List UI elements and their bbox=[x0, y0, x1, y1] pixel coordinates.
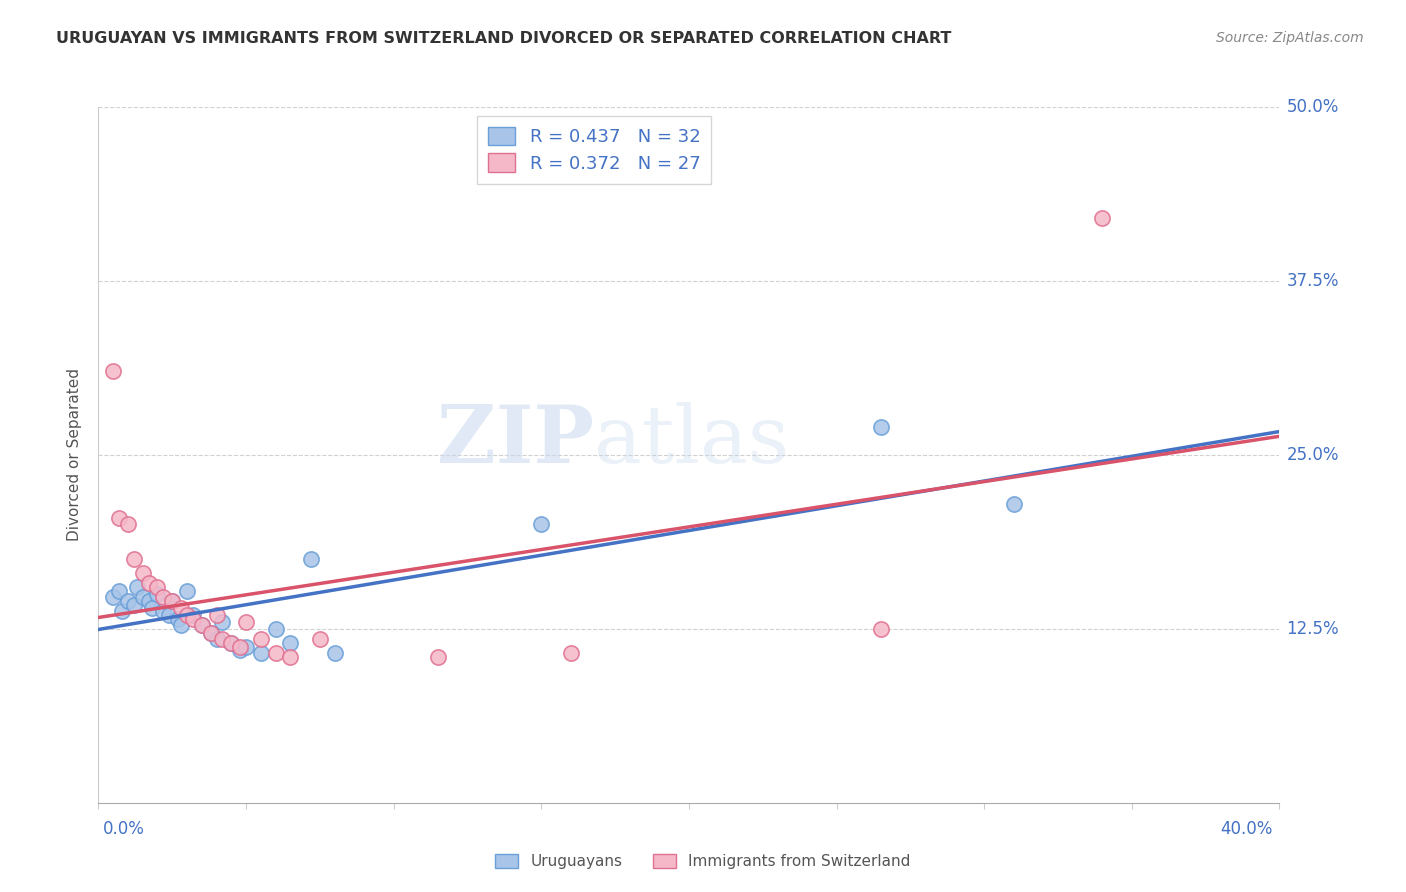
Point bbox=[146, 580, 169, 594]
Point bbox=[235, 640, 257, 654]
Point bbox=[103, 364, 125, 378]
Point bbox=[117, 517, 139, 532]
Legend: Uruguayans, Immigrants from Switzerland: Uruguayans, Immigrants from Switzerland bbox=[489, 848, 917, 875]
Text: 0.0%: 0.0% bbox=[103, 820, 145, 838]
Point bbox=[309, 632, 332, 646]
Point bbox=[181, 607, 204, 622]
Point bbox=[111, 604, 134, 618]
Point bbox=[170, 601, 193, 615]
Point bbox=[176, 607, 198, 622]
Point bbox=[869, 420, 891, 434]
Point bbox=[264, 622, 287, 636]
Point bbox=[219, 636, 242, 650]
Point bbox=[250, 632, 273, 646]
Point bbox=[869, 622, 891, 636]
Text: 50.0%: 50.0% bbox=[1286, 98, 1339, 116]
Text: Source: ZipAtlas.com: Source: ZipAtlas.com bbox=[1216, 31, 1364, 45]
Point bbox=[205, 632, 228, 646]
Point bbox=[138, 594, 160, 608]
Point bbox=[125, 580, 148, 594]
Point bbox=[1002, 497, 1025, 511]
Point bbox=[167, 612, 190, 626]
Point bbox=[211, 615, 233, 629]
Point bbox=[162, 594, 183, 608]
Point bbox=[117, 594, 139, 608]
Point bbox=[191, 617, 214, 632]
Point bbox=[205, 607, 228, 622]
Point bbox=[152, 590, 174, 604]
Point bbox=[122, 598, 145, 612]
Point bbox=[157, 607, 180, 622]
Point bbox=[181, 612, 204, 626]
Text: URUGUAYAN VS IMMIGRANTS FROM SWITZERLAND DIVORCED OR SEPARATED CORRELATION CHART: URUGUAYAN VS IMMIGRANTS FROM SWITZERLAND… bbox=[56, 31, 952, 46]
Point bbox=[162, 594, 183, 608]
Point bbox=[103, 590, 125, 604]
Point bbox=[219, 636, 242, 650]
Point bbox=[560, 646, 582, 660]
Point bbox=[530, 517, 553, 532]
Point bbox=[211, 632, 233, 646]
Point bbox=[108, 510, 131, 524]
Point bbox=[191, 617, 214, 632]
Point bbox=[146, 587, 169, 601]
Point bbox=[323, 646, 346, 660]
Text: 37.5%: 37.5% bbox=[1286, 272, 1339, 290]
Point bbox=[1091, 211, 1114, 226]
Point bbox=[200, 626, 222, 640]
Point bbox=[264, 646, 287, 660]
Point bbox=[122, 552, 145, 566]
Point bbox=[229, 642, 252, 657]
Point bbox=[132, 566, 155, 581]
Point bbox=[250, 646, 273, 660]
Point bbox=[278, 649, 302, 664]
Point bbox=[141, 601, 163, 615]
Y-axis label: Divorced or Separated: Divorced or Separated bbox=[67, 368, 83, 541]
Text: ZIP: ZIP bbox=[437, 402, 595, 480]
Text: 25.0%: 25.0% bbox=[1286, 446, 1339, 464]
Point bbox=[278, 636, 302, 650]
Point bbox=[108, 584, 131, 599]
Point bbox=[299, 552, 322, 566]
Point bbox=[152, 604, 174, 618]
Text: 12.5%: 12.5% bbox=[1286, 620, 1339, 638]
Text: 40.0%: 40.0% bbox=[1220, 820, 1272, 838]
Point bbox=[427, 649, 450, 664]
Point bbox=[132, 590, 155, 604]
Text: atlas: atlas bbox=[595, 402, 790, 480]
Point bbox=[176, 584, 198, 599]
Point bbox=[235, 615, 257, 629]
Point bbox=[229, 640, 252, 654]
Point bbox=[138, 576, 160, 591]
Legend: R = 0.437   N = 32, R = 0.372   N = 27: R = 0.437 N = 32, R = 0.372 N = 27 bbox=[478, 116, 711, 184]
Point bbox=[200, 626, 222, 640]
Point bbox=[170, 617, 193, 632]
